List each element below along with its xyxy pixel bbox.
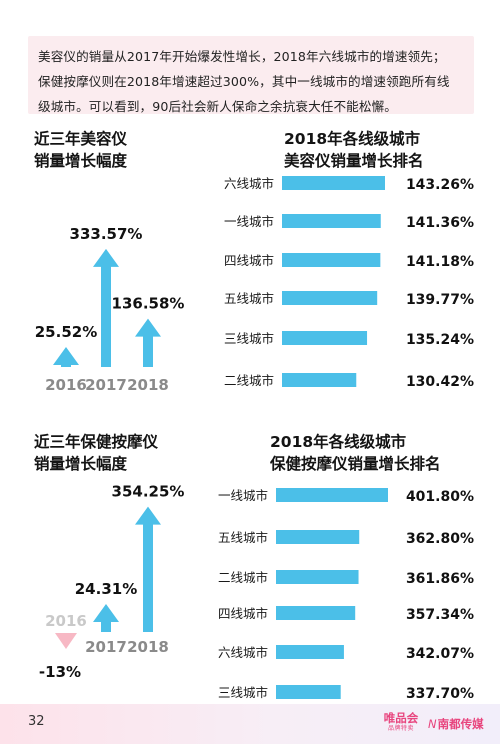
beauty-rank-value-label-4: 135.24%	[406, 332, 474, 348]
beauty-growth-year-label-2016: 2016	[45, 376, 87, 394]
massage-rank-value-label-4: 342.07%	[406, 646, 474, 662]
nandu-brand-name: 南都传媒	[437, 717, 484, 731]
massage-rank-city-label-5: 三线城市	[218, 685, 268, 700]
beauty-rank-value-label-5: 130.42%	[406, 374, 474, 390]
massage-growth-value-label-2016: -13%	[39, 663, 81, 681]
massage-rank-value-label-1: 362.80%	[406, 531, 474, 547]
beauty-rank-value-label-0: 143.26%	[406, 177, 474, 193]
beauty-rank-bar-5	[282, 373, 357, 387]
beauty-rank-city-label-4: 三线城市	[224, 331, 274, 346]
beauty-rank-city-label-0: 六线城市	[224, 176, 274, 191]
beauty-rank-city-label-3: 五线城市	[224, 291, 274, 306]
massage-growth-down-arrow-2016	[55, 633, 77, 649]
beauty-rank-bar-2	[282, 253, 381, 267]
page-number: 32	[28, 714, 45, 729]
massage-rank-title-line-1: 2018年各线级城市	[270, 433, 407, 451]
massage-rank-value-label-0: 401.80%	[406, 489, 474, 505]
massage-rank-title-line-2: 保健按摩仪销量增长排名	[270, 455, 441, 473]
massage-growth-title: 近三年保健按摩仪 销量增长幅度	[34, 431, 158, 475]
beauty-rank-title-line-1: 2018年各线级城市	[284, 130, 421, 148]
massage-growth-arrow-2017	[93, 604, 119, 632]
massage-growth-value-label-2018: 354.25%	[112, 483, 185, 501]
massage-growth-year-label-2017: 2017	[85, 638, 127, 656]
massage-rank-title: 2018年各线级城市 保健按摩仪销量增长排名	[270, 431, 441, 475]
intro-line-3: 级城市。可以看到，90后社会新人保命之余抗衰大任不能松懈。	[38, 99, 397, 114]
massage-rank-bar-5	[276, 685, 341, 699]
beauty-growth-year-label-2018: 2018	[127, 376, 169, 394]
massage-rank-value-label-5: 337.70%	[406, 686, 474, 702]
massage-rank-city-label-0: 一线城市	[218, 488, 268, 503]
beauty-rank-bar-4	[282, 331, 368, 345]
beauty-growth-arrow-2017	[93, 248, 119, 367]
massage-rank-bar-1	[276, 530, 360, 544]
massage-growth-year-label-2018: 2018	[127, 638, 169, 656]
massage-rank-bar-2	[276, 570, 359, 584]
massage-rank-bar-4	[276, 645, 344, 659]
massage-growth-value-label-2017: 24.31%	[75, 580, 137, 598]
massage-growth-year-label-2016: 2016	[45, 612, 87, 630]
beauty-rank-title: 2018年各线级城市 美容仪销量增长排名	[284, 128, 424, 172]
beauty-rank-bar-0	[282, 176, 385, 190]
beauty-growth-value-label-2016: 25.52%	[35, 323, 97, 341]
nandu-logo-mark: N	[428, 717, 437, 731]
beauty-rank-title-line-2: 美容仪销量增长排名	[284, 152, 424, 170]
vip-brand-logo: 唯品会 品牌特卖	[378, 712, 424, 733]
beauty-rank-city-label-5: 二线城市	[224, 373, 274, 388]
massage-rank-bar-0	[276, 488, 388, 502]
beauty-growth-arrow-2016	[53, 347, 79, 367]
beauty-growth-year-label-2017: 2017	[85, 376, 127, 394]
vip-brand-name: 唯品会	[383, 711, 419, 725]
beauty-growth-title: 近三年美容仪 销量增长幅度	[34, 128, 127, 172]
massage-growth-arrow-2018	[135, 506, 161, 632]
beauty-rank-bar-3	[282, 291, 378, 305]
beauty-growth-title-line-2: 销量增长幅度	[34, 152, 128, 170]
footer-bar	[0, 704, 500, 744]
massage-rank-city-label-3: 四线城市	[218, 606, 268, 621]
massage-rank-city-label-2: 二线城市	[218, 570, 268, 585]
beauty-growth-arrow-2018	[135, 318, 161, 367]
massage-rank-city-label-1: 五线城市	[218, 530, 268, 545]
beauty-growth-value-label-2018: 136.58%	[112, 295, 185, 313]
vip-brand-subtitle: 品牌特卖	[387, 725, 414, 732]
nandu-brand-logo: N南都传媒	[428, 716, 484, 732]
beauty-growth-value-label-2017: 333.57%	[70, 225, 143, 243]
beauty-rank-city-label-1: 一线城市	[224, 214, 274, 229]
beauty-growth-title-line-1: 近三年美容仪	[34, 130, 128, 148]
beauty-rank-city-label-2: 四线城市	[224, 253, 274, 268]
beauty-rank-bar-1	[282, 214, 381, 228]
beauty-rank-value-label-3: 139.77%	[406, 292, 474, 308]
massage-rank-city-label-4: 六线城市	[218, 645, 268, 660]
beauty-rank-value-label-1: 141.36%	[406, 215, 474, 231]
intro-line-1: 美容仪的销量从2017年开始爆发性增长，2018年六线城市的增速领先；	[38, 49, 446, 64]
intro-line-2: 保健按摩仪则在2018年增速超过300%，其中一线城市的增速领跑所有线	[38, 74, 450, 89]
beauty-rank-value-label-2: 141.18%	[406, 254, 474, 270]
massage-rank-value-label-3: 357.34%	[406, 607, 474, 623]
massage-rank-value-label-2: 361.86%	[406, 571, 474, 587]
intro-text-box: 美容仪的销量从2017年开始爆发性增长，2018年六线城市的增速领先； 保健按摩…	[28, 36, 474, 114]
massage-growth-title-line-2: 销量增长幅度	[34, 455, 128, 473]
massage-rank-bar-3	[276, 606, 356, 620]
massage-growth-title-line-1: 近三年保健按摩仪	[34, 433, 159, 451]
